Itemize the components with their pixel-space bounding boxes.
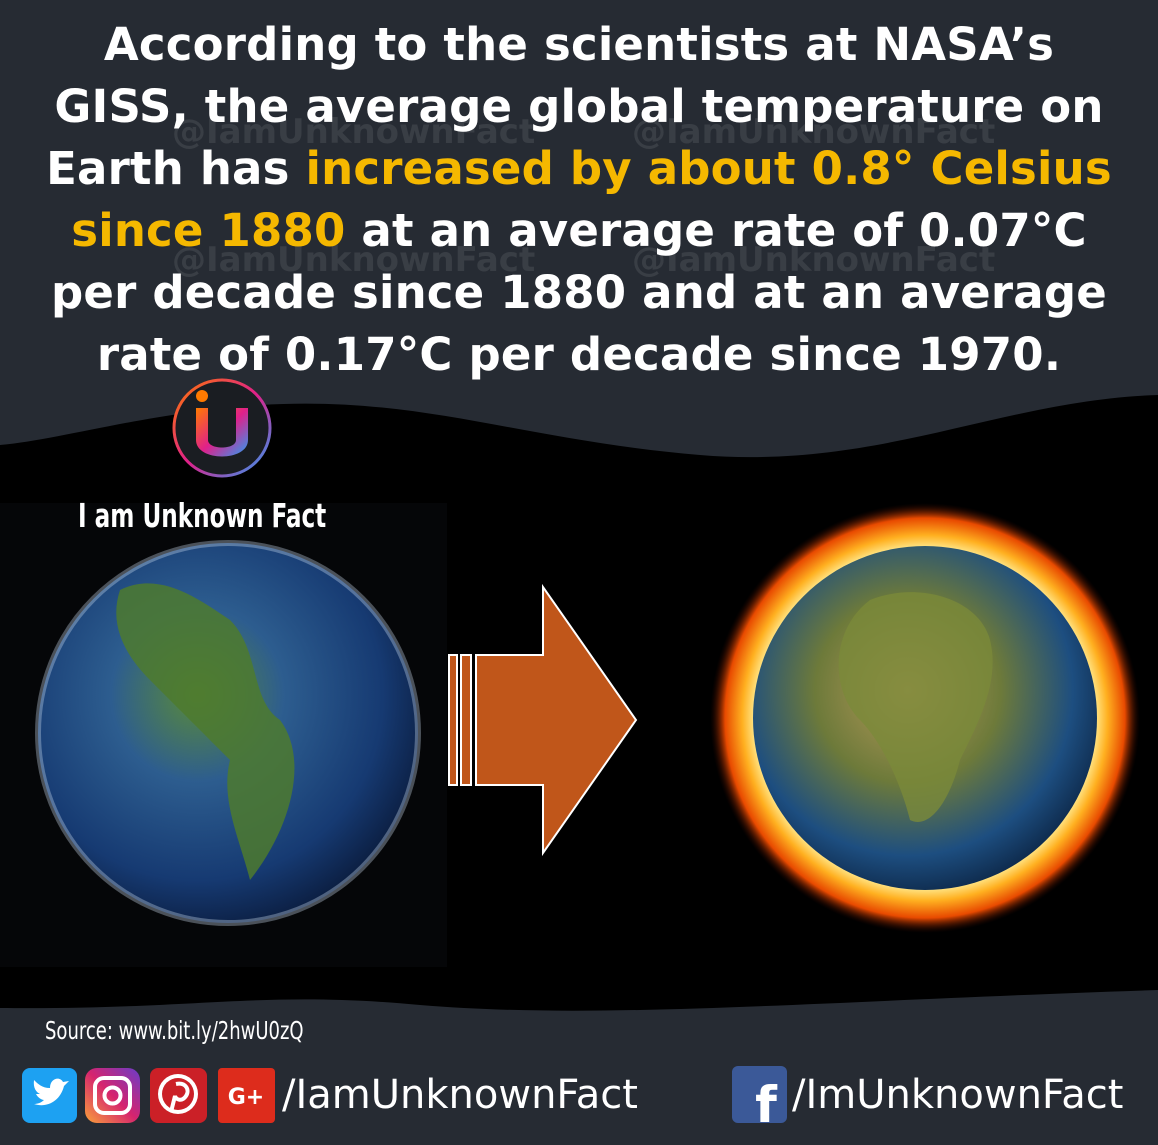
headline: According to the scientists at NASA’s GI… bbox=[40, 14, 1118, 386]
watermark: @IamUnknownFact bbox=[632, 112, 996, 152]
headline-text: at an average rate of 0.07°C per decade … bbox=[51, 204, 1107, 381]
headline-highlight: increased by about 0.8° Celsius since 18… bbox=[71, 142, 1112, 257]
facebook-handle[interactable]: /ImUnknownFact bbox=[792, 1072, 1124, 1118]
brand-name: I am Unknown Fact bbox=[78, 496, 327, 535]
source[interactable]: Source: www.bit.ly/2hwU0zQ bbox=[45, 1016, 304, 1045]
watermark: @IamUnknownFact bbox=[632, 240, 996, 280]
watermark: @IamUnknownFact bbox=[172, 240, 536, 280]
google-plus-icon[interactable]: G+ bbox=[228, 1085, 265, 1110]
social-handle[interactable]: /IamUnknownFact bbox=[282, 1072, 638, 1118]
watermark: @IamUnknownFact bbox=[172, 112, 536, 152]
facebook-icon[interactable]: f bbox=[755, 1076, 778, 1134]
headline-text: According to the scientists at NASA’s GI… bbox=[46, 18, 1104, 195]
